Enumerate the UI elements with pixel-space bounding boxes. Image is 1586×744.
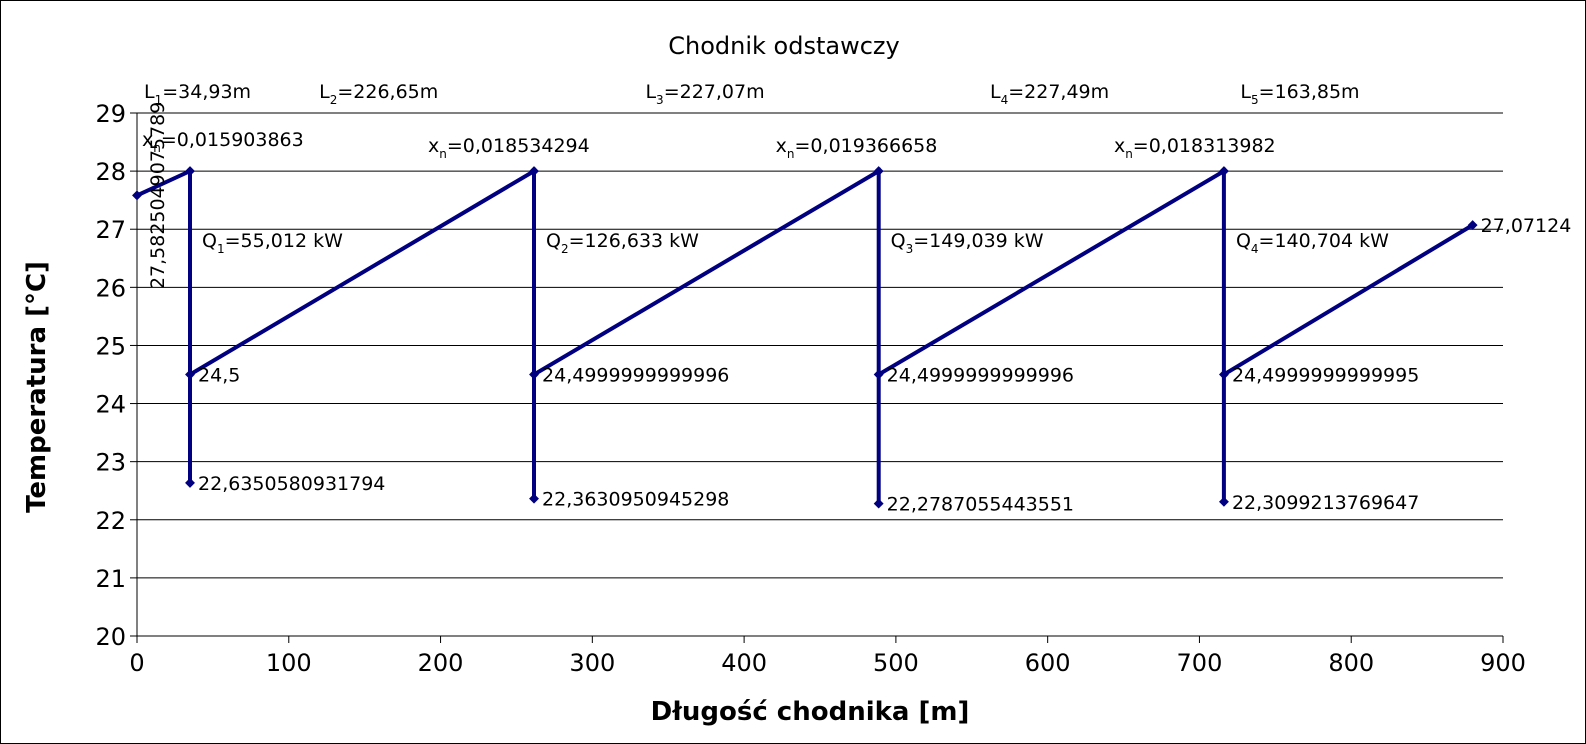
heat-label: Q3=149,039 kW: [891, 230, 1044, 256]
data-point: [132, 190, 142, 201]
x-tick-label: 300: [569, 649, 615, 677]
data-label: 24,4999999999996: [542, 365, 729, 387]
x-tick-label: 400: [721, 649, 767, 677]
y-tick-label: 25: [95, 332, 126, 360]
segment-length-label: L1=34,93m: [144, 81, 251, 107]
segment-length-label: L5=163,85m: [1240, 81, 1359, 107]
heat-label: Q4=140,704 kW: [1236, 230, 1389, 256]
data-label: 24,4999999999995: [1232, 365, 1419, 387]
data-point: [1218, 496, 1229, 507]
y-tick-label: 29: [95, 100, 126, 128]
x-tick-label: 500: [873, 649, 919, 677]
data-label: 27,07124: [1481, 215, 1572, 237]
data-point: [873, 166, 884, 177]
y-tick-label: 26: [95, 274, 126, 302]
segment-length-label: L4=227,49m: [990, 81, 1109, 107]
data-point: [529, 166, 539, 177]
data-label: 22,3630950945298: [542, 489, 729, 511]
xn-label: xn=0,018313982: [1114, 135, 1276, 161]
annotations: 27,5825049075789 22,6350580931794 24,5 22,3…: [142, 81, 1571, 516]
data-label: 22,2787055443551: [887, 494, 1074, 516]
series-line: [136, 167, 1474, 504]
ticks: 20 21 22 23 24 25 26 27 28 29 0 100 200 300 400 500 600 7…: [95, 100, 1525, 677]
y-tick-label: 22: [95, 507, 126, 535]
x-tick-label: 900: [1480, 649, 1526, 677]
segment-length-label: L2=226,65m: [319, 81, 438, 107]
y-tick-label: 21: [95, 565, 126, 593]
y-tick-label: 27: [95, 216, 126, 244]
x-axis-title: Długość chodnika [m]: [651, 697, 970, 727]
xn-label: xn=0,015903863: [142, 129, 304, 155]
data-point: [1467, 220, 1478, 231]
data-label: 22,3099213769647: [1232, 492, 1419, 514]
series: [132, 166, 1478, 509]
x-tick-label: 100: [266, 649, 312, 677]
data-point: [185, 166, 195, 177]
heat-label: Q2=126,633 kW: [546, 230, 699, 256]
data-point: [185, 369, 195, 380]
data-label: 27,5825049075789: [147, 102, 169, 289]
data-point: [1218, 166, 1229, 177]
chart-title: Chodnik odstawczy: [668, 32, 899, 60]
data-point: [873, 369, 884, 380]
x-tick-label: 800: [1328, 649, 1374, 677]
data-point: [1218, 369, 1229, 380]
data-point: [873, 498, 884, 509]
y-tick-label: 20: [95, 623, 126, 651]
heat-label: Q1=55,012 kW: [202, 230, 343, 256]
x-tick-label: 200: [418, 649, 464, 677]
x-tick-label: 0: [129, 649, 144, 677]
xn-label: xn=0,019366658: [776, 135, 938, 161]
data-point: [185, 477, 195, 488]
segment-length-label: L3=227,07m: [645, 81, 764, 107]
x-tick-label: 700: [1177, 649, 1223, 677]
y-tick-label: 23: [95, 449, 126, 477]
data-point: [529, 369, 539, 380]
data-label: 24,5: [198, 365, 240, 387]
y-axis-title: Temperatura [°C]: [22, 261, 52, 513]
x-tick-label: 600: [1025, 649, 1071, 677]
data-label: 22,6350580931794: [198, 473, 385, 495]
grid: [137, 112, 1503, 579]
xn-label: xn=0,018534294: [428, 135, 590, 161]
data-label: 24,4999999999996: [887, 365, 1074, 387]
data-point: [529, 493, 539, 504]
y-tick-label: 28: [95, 158, 126, 186]
y-tick-label: 24: [95, 391, 126, 419]
